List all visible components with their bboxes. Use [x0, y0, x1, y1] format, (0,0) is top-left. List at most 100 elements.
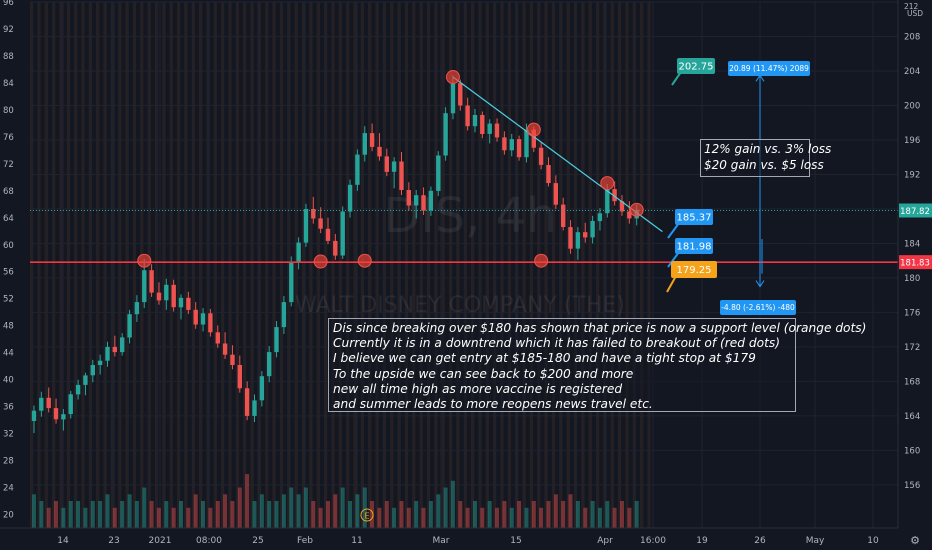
volume-bar — [480, 507, 485, 528]
session-band — [235, 2, 239, 528]
volume-bar — [252, 501, 257, 528]
candle-body — [171, 284, 176, 308]
volume-bar — [620, 501, 624, 528]
candle-body — [494, 123, 500, 138]
volume-bar — [399, 501, 404, 528]
session-band — [449, 2, 453, 528]
risk-reward-measure[interactable]: 20.89 (11.47%) 2089 -4.80 (-2.61%) -480 — [720, 61, 810, 315]
candle-body — [377, 146, 382, 157]
candle-body — [318, 218, 323, 229]
volume-bar — [553, 494, 558, 528]
gear-icon[interactable]: ⚙ — [910, 534, 920, 547]
touch-dot[interactable] — [313, 254, 328, 269]
price-tick-label: 196 — [904, 136, 920, 146]
candlesticks — [31, 75, 639, 434]
price-tick-label: 204 — [904, 67, 920, 77]
volume-bar — [561, 501, 566, 528]
volume-tick-label: 84 — [3, 79, 14, 89]
touch-dot[interactable] — [526, 122, 541, 137]
session-band — [331, 2, 335, 528]
gain-loss-note[interactable]: 12% gain vs. 3% loss $20 gain vs. $5 los… — [700, 139, 831, 177]
volume-bar — [105, 494, 110, 528]
price-callouts[interactable]: 202.75 185.37 181.98 179.25 — [666, 58, 717, 293]
session-band — [88, 2, 92, 528]
volume-bar — [597, 507, 602, 528]
volume-bar — [215, 501, 220, 528]
analysis-note[interactable]: Dis since breaking over $180 has shown t… — [328, 318, 867, 412]
volume-tick-label: 48 — [3, 322, 14, 332]
candle-body — [612, 189, 617, 202]
note-line: Dis since breaking over $180 has shown t… — [333, 321, 867, 335]
candle-body — [524, 129, 529, 158]
touch-dot[interactable] — [534, 253, 549, 268]
candle-body — [296, 242, 301, 263]
earnings-marker-label: E — [364, 512, 369, 521]
downtrend-line[interactable] — [452, 76, 663, 233]
session-band — [485, 2, 489, 528]
touch-dot[interactable] — [600, 176, 615, 191]
price-callout-box — [671, 261, 717, 278]
price-callout-box — [675, 209, 713, 225]
price-tick-label: 200 — [904, 101, 920, 111]
session-band — [125, 2, 129, 528]
session-band — [59, 2, 63, 528]
volume-bar — [68, 501, 73, 528]
volume-bar — [612, 507, 617, 528]
earnings-marker-icon[interactable] — [360, 508, 374, 522]
volume-bar — [627, 507, 632, 528]
session-band — [199, 2, 203, 528]
volume-bar — [495, 507, 499, 528]
volume-tick-label: 76 — [3, 133, 14, 143]
volume-bar — [98, 501, 103, 528]
volume-bar — [142, 487, 147, 528]
volume-bar — [76, 501, 81, 528]
candle-body — [546, 165, 551, 184]
volume-bar — [303, 487, 308, 528]
candle-body — [384, 156, 389, 172]
volume-tick-label: 72 — [3, 160, 14, 170]
session-band — [375, 2, 379, 528]
session-band — [118, 2, 122, 528]
candle-body — [362, 133, 367, 155]
session-band — [515, 2, 519, 528]
session-band — [559, 2, 563, 528]
candle-body — [487, 123, 492, 134]
price-tick-label: 192 — [904, 170, 920, 180]
time-tick-label: Feb — [297, 536, 313, 546]
session-band — [177, 2, 181, 528]
volume-bar — [318, 507, 323, 528]
touch-dot[interactable] — [445, 70, 460, 85]
volume-bar — [384, 501, 389, 528]
volume-bar — [377, 507, 382, 528]
session-band — [154, 2, 159, 528]
session-band — [404, 2, 409, 528]
candle-body — [399, 161, 404, 190]
candle-body — [90, 365, 95, 376]
touch-dot[interactable] — [137, 253, 152, 268]
volume-bar — [245, 474, 250, 528]
candle-body — [575, 232, 581, 249]
symbol-watermark: DIS, 4h — [383, 188, 556, 244]
trendline[interactable] — [452, 76, 663, 233]
time-tick-label: 19 — [696, 536, 708, 546]
touch-dot[interactable] — [629, 202, 644, 217]
volume-bar — [487, 501, 492, 528]
volume-bars — [32, 474, 639, 528]
session-band — [52, 2, 56, 528]
candle-body — [134, 302, 140, 315]
measure-up-label-box — [728, 61, 810, 76]
volume-tick-label: 92 — [3, 25, 14, 35]
session-band — [353, 2, 357, 528]
candle-body — [531, 129, 536, 148]
touch-dot[interactable] — [357, 253, 372, 268]
candle-body — [340, 211, 345, 256]
volume-bar — [370, 501, 375, 528]
candle-body — [538, 147, 544, 165]
session-band — [338, 2, 342, 528]
support-price-tag-box — [899, 255, 932, 270]
price-tick-label: 172 — [904, 343, 920, 353]
volume-bar — [355, 494, 360, 528]
touch-dots[interactable] — [137, 70, 644, 269]
session-band — [243, 2, 247, 528]
